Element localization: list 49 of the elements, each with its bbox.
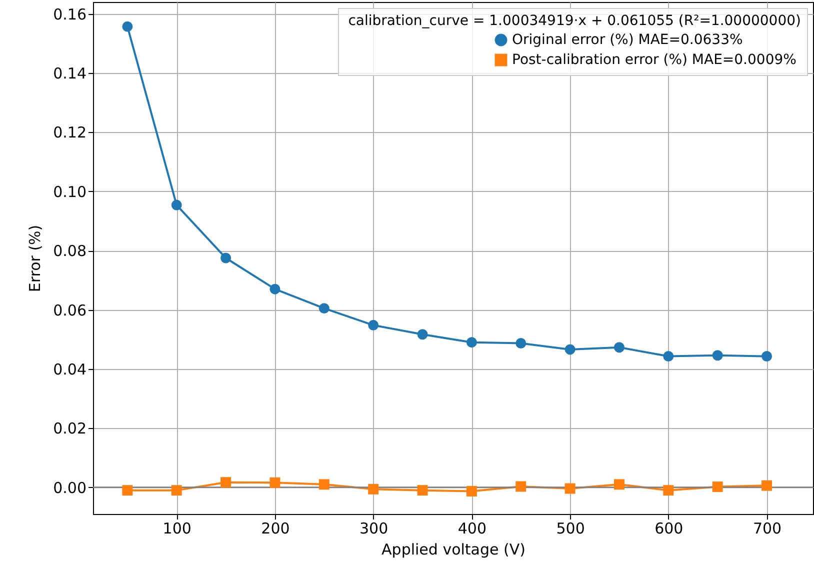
x-tick-label: 200 <box>261 520 290 538</box>
y-tick-label: 0.06 <box>53 301 86 320</box>
point <box>712 350 723 361</box>
point <box>516 338 526 348</box>
point <box>516 481 526 492</box>
y-axis-title: Error (%) <box>26 224 44 292</box>
x-tick-label: 700 <box>752 520 782 538</box>
point <box>171 200 182 210</box>
point <box>171 485 182 496</box>
legend-label: Original error (%) MAE=0.0633% <box>512 32 743 48</box>
point <box>466 337 477 348</box>
point <box>564 483 576 494</box>
point <box>270 477 280 488</box>
point <box>663 351 674 362</box>
x-tick-label: 500 <box>556 520 585 538</box>
point <box>368 320 379 330</box>
point <box>368 484 379 494</box>
point <box>122 485 133 496</box>
point <box>663 485 674 496</box>
point <box>762 351 772 362</box>
point <box>564 344 576 355</box>
point <box>318 479 330 490</box>
y-tick-label: 0.16 <box>53 5 86 24</box>
point <box>270 284 280 294</box>
point <box>614 342 624 353</box>
y-tick-label: 0.02 <box>53 420 86 438</box>
legend-label: Post-calibration error (%) MAE=0.0009% <box>512 52 796 68</box>
x-tick-label: 300 <box>360 520 388 538</box>
point <box>417 329 428 340</box>
point <box>318 303 330 314</box>
y-tick-label: 0.04 <box>53 360 86 378</box>
point <box>122 21 133 32</box>
x-tick-label: 600 <box>654 520 684 538</box>
point <box>762 480 772 491</box>
y-tick-label: 0.12 <box>53 124 86 142</box>
x-axis-title: Applied voltage (V) <box>382 540 526 558</box>
y-tick-label: 0.10 <box>53 182 86 201</box>
y-tick-label: 0.08 <box>53 242 86 260</box>
point <box>614 479 624 490</box>
point <box>712 482 723 492</box>
y-tick-label: 0.14 <box>53 64 86 83</box>
legend-title: calibration_curve = 1.00034919·x + 0.061055 (R²=1.00000000) <box>348 13 801 29</box>
x-tick-label: 400 <box>458 520 487 538</box>
x-tick-label: 100 <box>162 520 192 538</box>
y-tick-label: 0.00 <box>53 478 86 497</box>
point <box>417 485 428 496</box>
point <box>220 252 232 264</box>
point <box>220 477 232 488</box>
point <box>466 486 477 496</box>
